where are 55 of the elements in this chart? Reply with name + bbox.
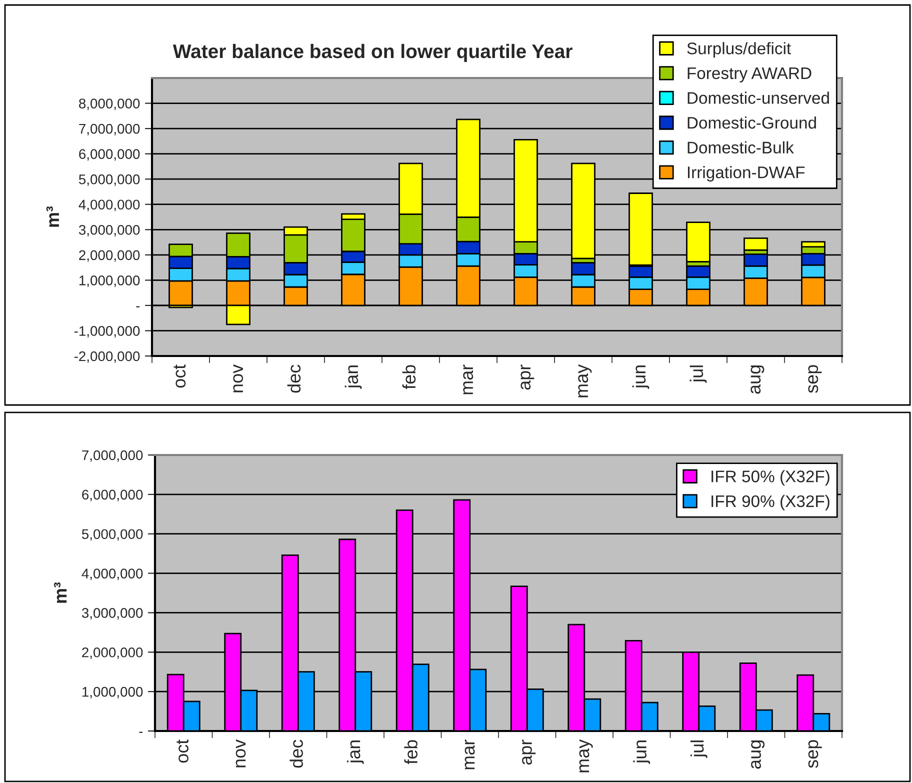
y-tick-label: 6,000,000 [79,149,140,161]
x-tick-label: may [578,364,592,398]
legend-label: Surplus/deficit [687,42,791,58]
y-tick-label: 7,000,000 [82,450,143,462]
y-tick-label: 8,000,000 [79,98,140,110]
y-axis-title: m³ [46,206,59,227]
y-axis-title: m³ [54,582,67,603]
x-tick-label: aug [750,365,764,394]
x-tick-label: jul [690,366,707,383]
x-tick-label: jan [346,740,364,764]
y-tick-label: 4,000,000 [82,568,143,580]
x-tick-label: dec [287,364,301,393]
x-tick-label: may [579,739,593,772]
y-tick-label: 7,000,000 [79,124,140,136]
x-tick-label: sep [808,365,822,393]
y-tick-label: 1,000,000 [79,276,140,287]
y-tick-label: 5,000,000 [82,529,143,541]
x-tick-label: sep [808,740,822,768]
y-tick-label: - [139,732,143,733]
y-tick-label: 2,000,000 [79,250,140,262]
legend-label: IFR 90% (X32F) [712,494,830,510]
y-tick-label: -2,000,000 [74,351,140,363]
x-tick-label: apr [520,364,534,390]
bar [744,238,768,251]
y-tick-label: - [136,306,140,308]
x-tick-label: nov [236,739,246,768]
x-tick-label: jun [632,366,650,389]
legend-label: Domestic-Bulk [688,141,794,154]
legend-label: Irrigation-DWAF [688,166,805,182]
x-tick-label: jun [633,740,650,764]
x-tick-label: aug [751,740,765,769]
legend-label: Domestic-unserved [688,92,829,104]
x-tick-label: feb [402,365,416,390]
legend-label: Forestry AWARD [688,67,812,82]
x-tick-label: dec [290,740,303,768]
chart-title: Water balance based on lower quartile Year [172,44,572,62]
x-tick-label: jul [690,740,708,758]
x-tick-label: oct [174,364,186,388]
y-tick-label: -1,000,000 [74,326,140,338]
x-tick-label: jan [344,366,362,389]
y-tick-label: 2,000,000 [82,647,143,659]
x-tick-label: mar [463,364,474,394]
y-tick-label: 1,000,000 [82,686,143,698]
x-tick-label: nov [233,364,244,392]
x-tick-label: feb [404,740,418,764]
x-tick-label: apr [522,740,536,765]
legend-label: Domestic-Ground [688,116,816,129]
y-tick-label: 5,000,000 [78,174,140,186]
legend-label: IFR 50% (X32F) [712,470,830,486]
x-tick-label: mar [464,740,475,770]
x-tick-label: oct [176,739,188,763]
y-tick-label: 4,000,000 [78,200,140,212]
y-tick-label: 3,000,000 [78,224,140,236]
y-tick-label: 6,000,000 [82,490,143,502]
y-tick-label: 3,000,000 [82,608,143,620]
